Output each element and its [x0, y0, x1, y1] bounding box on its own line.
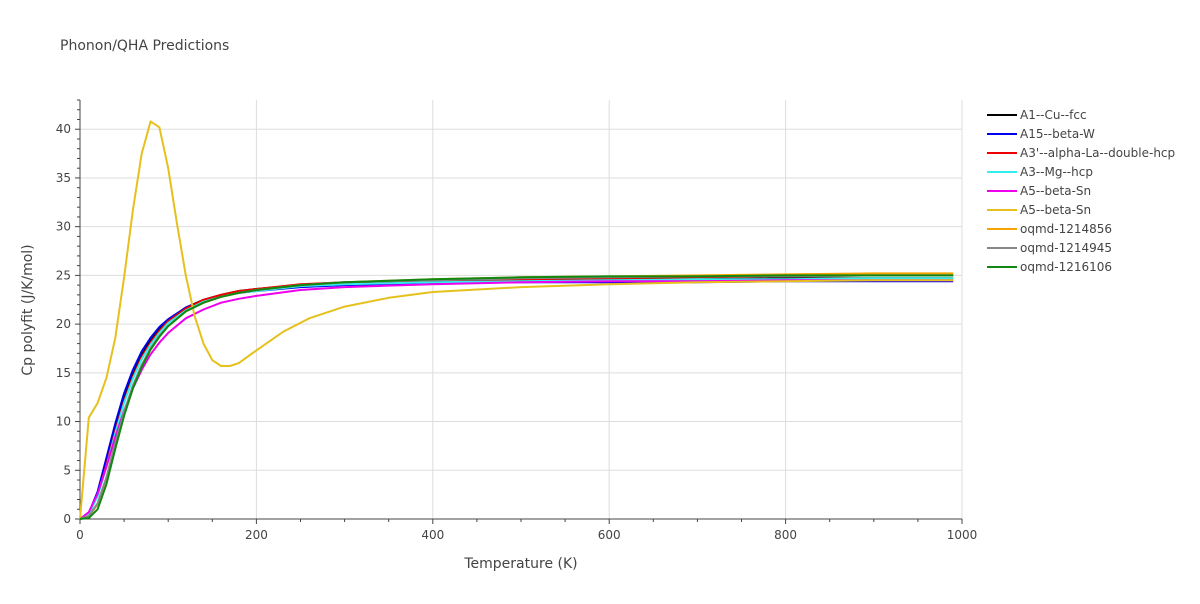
- legend-label: A5--beta-Sn: [1020, 184, 1091, 198]
- legend-label: oqmd-1214856: [1020, 222, 1112, 236]
- series-line-4: [79, 277, 954, 520]
- y-tick-label: 35: [56, 171, 71, 185]
- legend-label: A5--beta-Sn: [1020, 203, 1091, 217]
- series-line-2: [79, 280, 954, 520]
- y-tick-label: 40: [56, 122, 71, 136]
- series-line-6: [79, 120, 954, 520]
- legend-item-5[interactable]: A5--beta-Sn: [987, 184, 1091, 198]
- y-tick-label: 25: [56, 268, 71, 282]
- legend-item-2[interactable]: A15--beta-W: [987, 127, 1095, 141]
- series-line-5: [79, 279, 954, 520]
- series-line-8: [79, 274, 954, 520]
- x-tick-label: 1000: [947, 528, 978, 542]
- x-tick-label: 800: [774, 528, 797, 542]
- legend-item-1[interactable]: A1--Cu--fcc: [987, 108, 1087, 122]
- legend-item-3[interactable]: A3'--alpha-La--double-hcp: [987, 146, 1175, 160]
- series-line-3: [79, 274, 954, 520]
- y-tick-label: 30: [56, 220, 71, 234]
- series-line-7: [79, 272, 954, 520]
- legend-label: oqmd-1216106: [1020, 260, 1112, 274]
- x-tick-label: 0: [76, 528, 84, 542]
- legend-item-7[interactable]: oqmd-1214856: [987, 222, 1112, 236]
- y-tick-label: 5: [63, 463, 71, 477]
- legend-item-6[interactable]: A5--beta-Sn: [987, 203, 1091, 217]
- legend-item-9[interactable]: oqmd-1216106: [987, 260, 1112, 274]
- y-axis-title: Cp polyfit (J/K/mol): [20, 244, 36, 375]
- legend-label: A1--Cu--fcc: [1020, 108, 1087, 122]
- chart-title: Phonon/QHA Predictions: [60, 38, 229, 54]
- axis-layer: 0 200 400 600 800 1000 0 5 10 15 20 25 30 35 40: [56, 99, 978, 542]
- legend-item-8[interactable]: oqmd-1214945: [987, 241, 1112, 255]
- series-line-9: [79, 274, 954, 520]
- x-tick-label: 400: [421, 528, 444, 542]
- legend[interactable]: A1--Cu--fcc A15--beta-W A3'--alpha-La--dou…: [987, 108, 1175, 274]
- x-axis-title: Temperature (K): [463, 556, 577, 572]
- series-layer: [79, 120, 954, 520]
- y-tick-label: 20: [56, 317, 71, 331]
- legend-label: A15--beta-W: [1020, 127, 1095, 141]
- series-line-1: [79, 277, 954, 520]
- x-tick-label: 200: [245, 528, 268, 542]
- y-tick-label: 0: [63, 512, 71, 526]
- grid-layer: [80, 100, 963, 519]
- legend-label: A3'--alpha-La--double-hcp: [1020, 146, 1175, 160]
- y-tick-label: 10: [56, 415, 71, 429]
- y-tick-label: 15: [56, 366, 71, 380]
- legend-item-4[interactable]: A3--Mg--hcp: [987, 165, 1093, 179]
- x-tick-label: 600: [598, 528, 621, 542]
- legend-label: A3--Mg--hcp: [1020, 165, 1093, 179]
- legend-label: oqmd-1214945: [1020, 241, 1112, 255]
